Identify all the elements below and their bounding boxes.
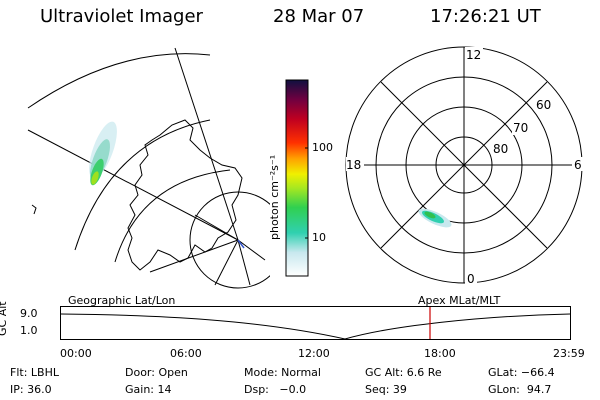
info-gc-alt: GC Alt: 6.6 Re bbox=[365, 366, 442, 379]
meridian-line bbox=[149, 239, 239, 273]
time-tick-1800: 18:00 bbox=[424, 347, 456, 360]
altitude-strip-plot bbox=[60, 306, 571, 340]
time-tick-0600: 06:00 bbox=[170, 347, 202, 360]
info-seq: Seq: 39 bbox=[365, 383, 407, 396]
info-dsp: Dsp: −0.0 bbox=[244, 383, 307, 396]
color-scale-tick-100: 100 bbox=[312, 141, 333, 154]
time-tick-2359: 23:59 bbox=[553, 347, 585, 360]
coastline bbox=[127, 119, 243, 271]
time-tick-0000: 00:00 bbox=[60, 347, 92, 360]
polar-mlt-plot: 12 18 6 0 60 70 80 bbox=[345, 46, 584, 286]
altitude-tick-high: 9.0 bbox=[20, 307, 38, 320]
mlt-label-18: 18 bbox=[346, 158, 361, 172]
meridian-line bbox=[27, 129, 239, 241]
pole-circle bbox=[189, 191, 270, 289]
date-label: 28 Mar 07 bbox=[273, 6, 365, 27]
time-tick-1200: 12:00 bbox=[298, 347, 330, 360]
altitude-axis-label: GC Alt bbox=[0, 301, 9, 336]
lat-label-80: 80 bbox=[493, 142, 508, 156]
latitude-arc bbox=[74, 119, 211, 251]
geographic-image-panel bbox=[27, 47, 270, 289]
instrument-title: Ultraviolet Imager bbox=[40, 6, 203, 27]
altitude-tick-low: 1.0 bbox=[20, 324, 38, 337]
info-filter: Flt: LBHL bbox=[10, 366, 59, 379]
info-mode: Mode: Normal bbox=[244, 366, 321, 379]
geographic-panel-label: Geographic Lat/Lon bbox=[68, 294, 176, 307]
time-label: 17:26:21 UT bbox=[430, 6, 541, 27]
info-ip: IP: 36.0 bbox=[10, 383, 52, 396]
meridian-line bbox=[174, 47, 239, 241]
mlt-label-6: 6 bbox=[574, 158, 582, 172]
info-gain: Gain: 14 bbox=[125, 383, 172, 396]
color-scale-tick-10: 10 bbox=[312, 231, 326, 244]
polar-aurora-emission bbox=[418, 208, 452, 228]
latitude-arc bbox=[114, 169, 231, 263]
polar-panel-label: Apex MLat/MLT bbox=[418, 294, 501, 307]
color-scale-unit-text: photon cm⁻²s⁻¹ bbox=[268, 154, 281, 240]
latitude-arc bbox=[27, 53, 211, 109]
lat-label-60: 60 bbox=[536, 98, 551, 112]
color-scale-bar bbox=[285, 79, 309, 277]
info-glat: GLat: −66.4 bbox=[488, 366, 555, 379]
altitude-curve bbox=[60, 313, 571, 340]
mlt-label-12: 12 bbox=[466, 48, 481, 62]
info-door: Door: Open bbox=[125, 366, 188, 379]
aurora-emission bbox=[89, 121, 117, 186]
lat-label-70: 70 bbox=[513, 121, 528, 135]
info-glon: GLon: 94.7 bbox=[488, 383, 552, 396]
sun-direction-marker bbox=[237, 239, 245, 249]
coastline-fragment bbox=[31, 204, 37, 215]
mlt-label-0: 0 bbox=[467, 272, 475, 286]
